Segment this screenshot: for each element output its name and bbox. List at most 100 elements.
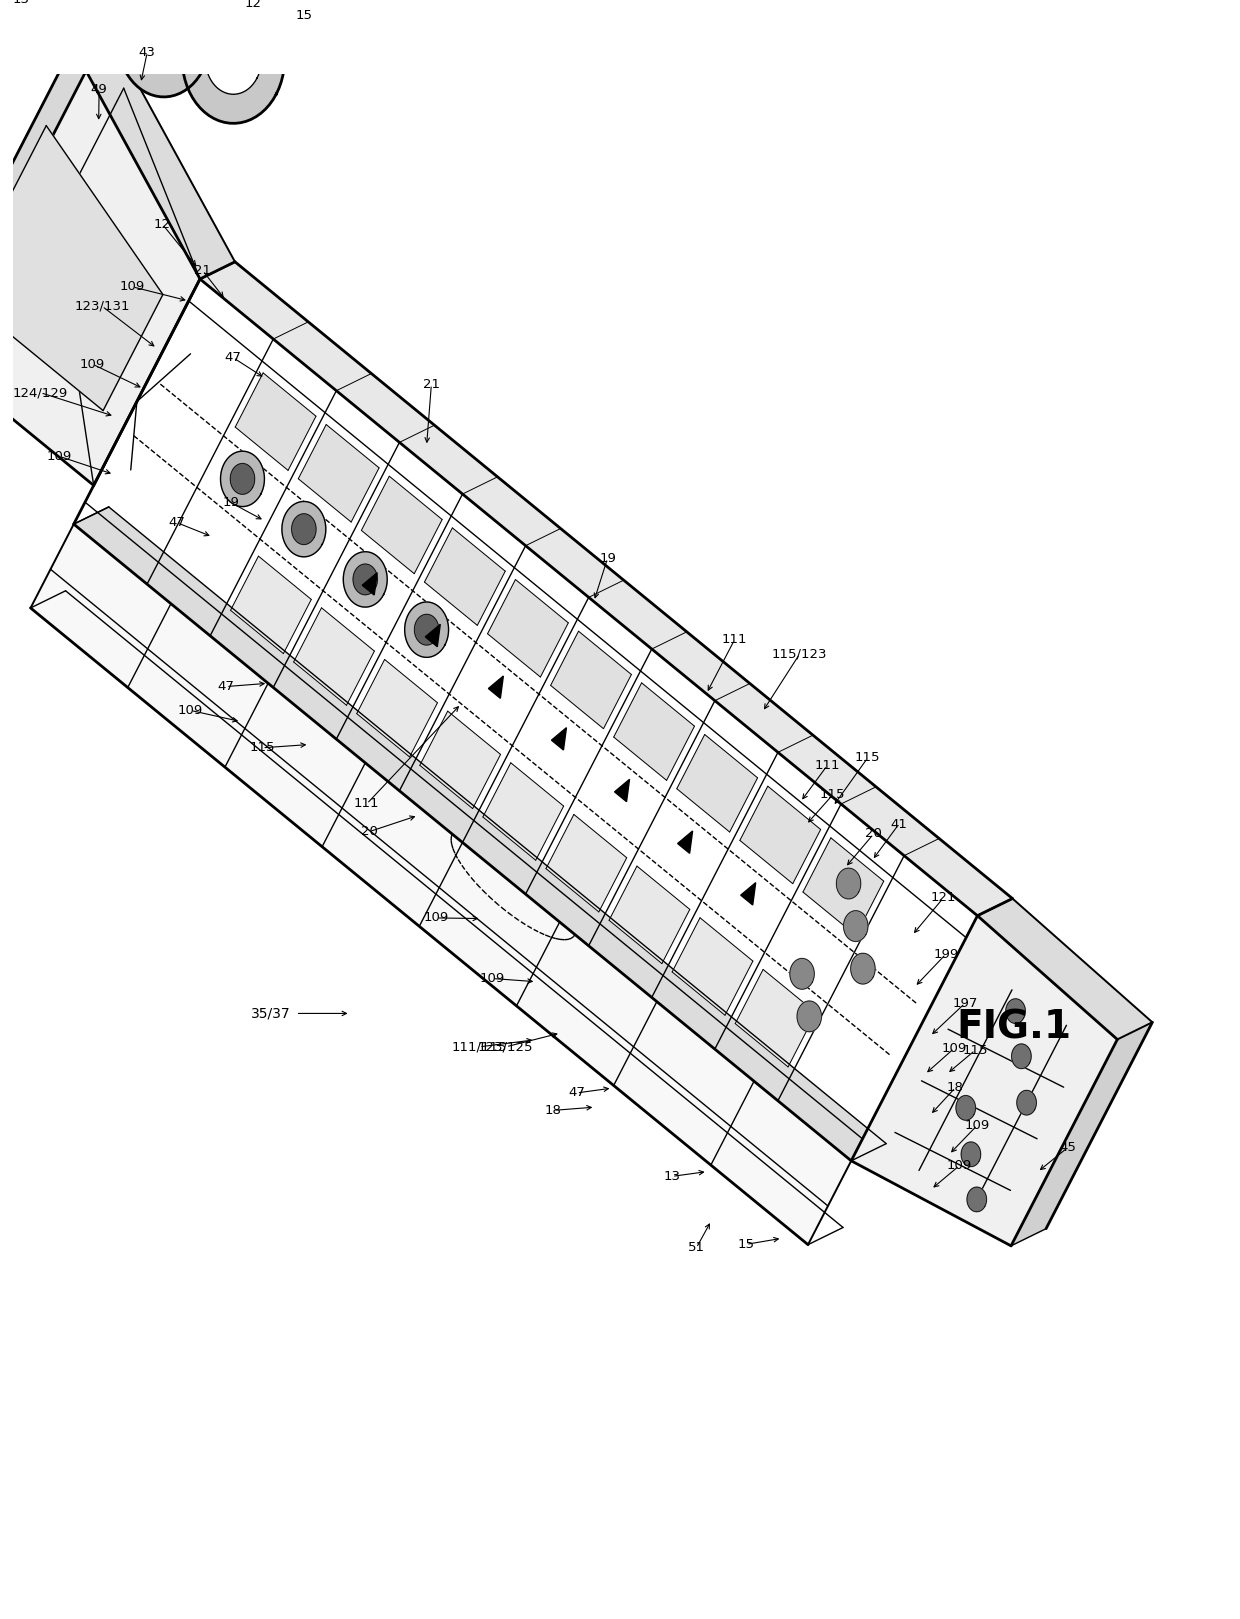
Text: 111: 111 (353, 797, 379, 811)
Text: 109: 109 (480, 971, 505, 984)
Polygon shape (482, 763, 564, 860)
Polygon shape (1012, 1044, 1032, 1069)
Text: 123/125: 123/125 (477, 1041, 533, 1054)
Polygon shape (677, 735, 758, 832)
Text: 15: 15 (295, 10, 312, 23)
Polygon shape (425, 625, 440, 646)
Text: 47: 47 (169, 516, 186, 529)
Polygon shape (361, 476, 443, 573)
Text: 19: 19 (223, 495, 239, 510)
Text: 47: 47 (224, 351, 242, 364)
Polygon shape (677, 831, 693, 853)
Polygon shape (231, 463, 254, 494)
Polygon shape (294, 607, 374, 706)
Text: 115: 115 (962, 1044, 988, 1057)
Text: 12: 12 (154, 217, 171, 230)
Polygon shape (281, 502, 326, 557)
Polygon shape (487, 580, 568, 677)
Polygon shape (414, 614, 439, 644)
Polygon shape (614, 683, 694, 780)
Polygon shape (740, 787, 821, 884)
Text: 115: 115 (854, 751, 880, 764)
Text: 20: 20 (866, 827, 882, 840)
Polygon shape (961, 1141, 981, 1167)
Polygon shape (804, 839, 884, 936)
Polygon shape (236, 372, 316, 471)
Polygon shape (221, 452, 264, 507)
Text: 15: 15 (738, 1239, 754, 1251)
Polygon shape (609, 866, 689, 963)
Polygon shape (851, 954, 875, 984)
Polygon shape (797, 1001, 821, 1031)
Text: 13: 13 (12, 0, 30, 6)
Polygon shape (118, 0, 210, 97)
Polygon shape (489, 677, 503, 698)
Text: 35/37: 35/37 (252, 1007, 291, 1020)
Text: 115/123: 115/123 (773, 648, 827, 661)
Text: 109: 109 (965, 1119, 990, 1132)
Text: 13: 13 (663, 1171, 681, 1183)
Text: 41: 41 (890, 818, 908, 831)
Text: 51: 51 (688, 1242, 704, 1255)
Polygon shape (205, 23, 262, 94)
Text: 18: 18 (544, 1104, 562, 1117)
Text: 124/129: 124/129 (12, 385, 68, 400)
Text: 109: 109 (179, 704, 203, 717)
Polygon shape (790, 958, 815, 989)
Text: 121: 121 (931, 892, 956, 905)
Text: 111: 111 (722, 633, 748, 646)
Polygon shape (967, 1187, 987, 1211)
Polygon shape (299, 424, 379, 521)
Text: 109: 109 (79, 358, 105, 371)
Text: 12: 12 (244, 0, 262, 10)
Text: 18: 18 (947, 1081, 963, 1094)
Polygon shape (182, 0, 284, 123)
Polygon shape (343, 552, 387, 607)
Text: 49: 49 (91, 83, 108, 96)
Polygon shape (73, 278, 977, 1161)
Polygon shape (420, 711, 501, 808)
Text: 109: 109 (947, 1159, 972, 1172)
Polygon shape (31, 525, 851, 1245)
Polygon shape (0, 29, 108, 343)
Polygon shape (615, 779, 630, 801)
Text: 111/115: 111/115 (451, 1041, 507, 1054)
Text: 109: 109 (47, 450, 72, 463)
Polygon shape (139, 6, 190, 71)
Text: FIG.1: FIG.1 (956, 1009, 1071, 1046)
Polygon shape (362, 573, 377, 596)
Polygon shape (843, 911, 868, 942)
Text: 115: 115 (249, 742, 275, 754)
Text: 109: 109 (424, 911, 449, 924)
Polygon shape (1011, 1022, 1152, 1247)
Text: 111: 111 (815, 759, 839, 772)
Text: 45: 45 (1059, 1141, 1076, 1154)
Text: 43: 43 (139, 45, 156, 58)
Text: 19: 19 (599, 552, 616, 565)
Text: 197: 197 (952, 997, 977, 1010)
Polygon shape (735, 970, 816, 1067)
Polygon shape (357, 659, 438, 758)
Polygon shape (546, 814, 626, 911)
Polygon shape (552, 727, 567, 750)
Text: 115: 115 (820, 788, 846, 801)
Polygon shape (740, 882, 755, 905)
Polygon shape (0, 126, 162, 411)
Polygon shape (404, 602, 449, 657)
Polygon shape (0, 47, 200, 486)
Text: 109: 109 (120, 280, 145, 293)
Polygon shape (551, 631, 631, 729)
Text: 47: 47 (568, 1086, 585, 1099)
Text: 109: 109 (941, 1041, 967, 1054)
Text: 47: 47 (217, 680, 234, 693)
Text: 199: 199 (934, 947, 959, 960)
Polygon shape (1017, 1090, 1037, 1115)
Text: 20: 20 (361, 826, 378, 839)
Polygon shape (200, 262, 1012, 916)
Polygon shape (231, 557, 311, 654)
Polygon shape (977, 899, 1152, 1039)
Polygon shape (1006, 999, 1025, 1023)
Polygon shape (155, 28, 172, 49)
Polygon shape (851, 916, 1117, 1247)
Text: 21: 21 (195, 264, 211, 277)
